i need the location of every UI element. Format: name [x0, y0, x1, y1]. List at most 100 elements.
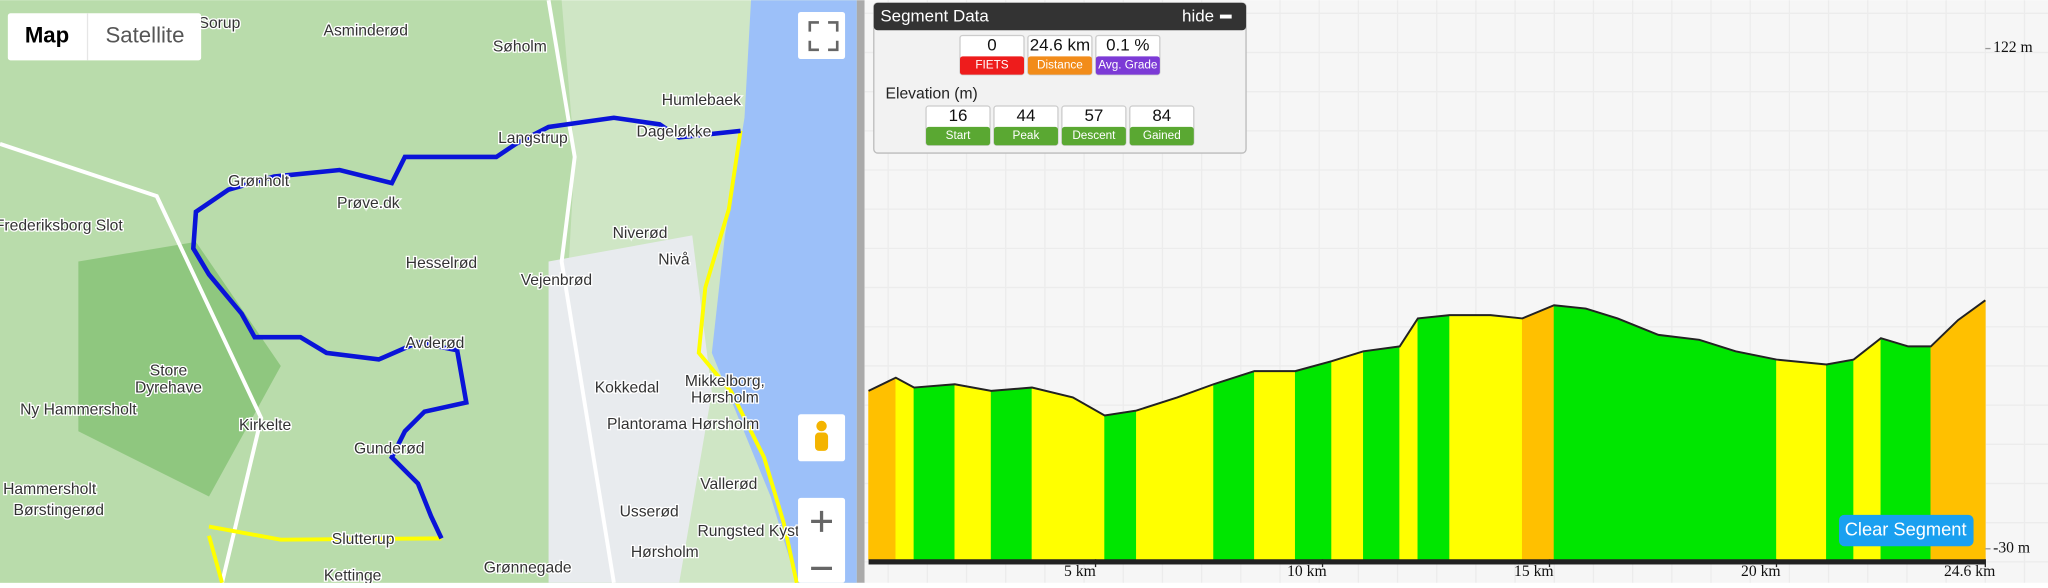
stat-tag	[993, 126, 1058, 146]
stat-tag	[1095, 56, 1160, 75]
stat-label: Avg. Grade	[1098, 59, 1158, 72]
y-tick-label: 122 m	[1993, 39, 2033, 56]
stat-label: FIETS	[975, 59, 1008, 72]
map-road	[0, 142, 264, 584]
panel-title: Segment Data	[880, 7, 989, 26]
x-tick-label: 15 km	[1514, 563, 1554, 580]
elevation-line	[868, 299, 1986, 417]
map-label: Ny Hammersholt	[20, 401, 137, 418]
grade-segment	[1617, 317, 1659, 560]
satellite-button[interactable]: Satellite	[106, 23, 185, 48]
map-label: Niverød	[613, 225, 668, 242]
panel-header	[873, 2, 1247, 31]
grade-segment	[1331, 350, 1364, 560]
stat-label: Start	[946, 129, 972, 142]
zoom-control	[798, 497, 846, 583]
map-label: Avderød	[405, 335, 464, 352]
grade-segment	[1294, 360, 1332, 560]
grade-segment	[1490, 314, 1523, 560]
grade-segment	[1735, 350, 1777, 560]
x-axis-bar	[868, 559, 1986, 565]
grade-segment	[1585, 308, 1618, 560]
route-yellow	[207, 535, 224, 584]
stat-label: Descent	[1072, 129, 1116, 142]
map-label: Langstrup	[498, 130, 568, 147]
map-label: Hammersholt	[3, 481, 97, 498]
map-label: Grønholt	[228, 173, 290, 190]
clear-segment-label[interactable]: Clear Segment	[1845, 518, 1967, 539]
x-tick-label: 10 km	[1287, 563, 1327, 580]
map-forest	[78, 241, 281, 497]
route-yellow	[208, 524, 442, 542]
map-label: Gunderød	[354, 441, 425, 458]
stat-value: 57	[1084, 106, 1103, 125]
map-label: Vallerød	[700, 476, 757, 493]
grade-segment	[1072, 396, 1105, 560]
grade-segment	[990, 387, 1033, 560]
map-label: Kettinge	[324, 567, 382, 583]
y-tick-label: -30 m	[1993, 539, 2030, 556]
grade-segment	[1553, 304, 1587, 560]
stat-value: 16	[949, 106, 968, 125]
grade-segment	[868, 377, 897, 560]
map-label: Plantorama Hørsholm	[607, 416, 759, 433]
map-label: Usserød	[620, 503, 679, 520]
map-label: Grønnegade	[484, 560, 572, 577]
stats: 0 FIETS 24.6 km Distance 0.1 % Avg. Grade 16 St…	[925, 34, 1195, 146]
grade-segment	[1417, 314, 1450, 560]
map-label: Nivå	[658, 250, 690, 268]
map-label: Kirkelte	[239, 417, 291, 434]
map-label: Rungsted Kyst	[697, 523, 799, 540]
map-label: Kokkedal	[595, 379, 659, 396]
hide-icon	[1219, 14, 1232, 19]
map-label: Frederiksborg Slot	[0, 217, 123, 234]
fullscreen-button[interactable]	[798, 11, 846, 60]
zoom-in[interactable]	[811, 510, 832, 532]
map-label: Store	[150, 362, 188, 379]
grade-segment	[913, 383, 956, 560]
stat-value: 0.1 %	[1106, 35, 1149, 54]
map-label: Humlebaek	[662, 92, 741, 109]
map-type-control	[7, 13, 202, 61]
map-label: Hørsholm	[631, 544, 699, 561]
map-label: Hørsholm	[691, 390, 759, 407]
stat-tag	[1129, 126, 1194, 146]
x-tick-label: 5 km	[1064, 563, 1096, 580]
map-label: Asminderød	[324, 23, 408, 40]
map-label: Mikkelborg,	[685, 373, 765, 390]
map-label: Sorup	[199, 15, 241, 32]
stat-label: Peak	[1013, 129, 1040, 142]
stat-tag	[960, 56, 1024, 75]
map-label: Dageløkke	[637, 123, 712, 140]
elevation-title: Elevation (m)	[886, 85, 978, 102]
grade-segment	[1399, 317, 1419, 560]
map-label: Prøve.dk	[337, 195, 400, 212]
map-urban	[548, 235, 712, 583]
x-tick-label: 20 km	[1741, 563, 1781, 580]
pane-divider[interactable]	[856, 0, 865, 583]
map-button[interactable]: Map	[25, 23, 69, 48]
hide-button[interactable]: hide	[1182, 7, 1214, 26]
map-label: Hesselrød	[406, 255, 477, 272]
grade-segment	[1031, 387, 1074, 560]
map-road	[546, 0, 616, 584]
stat-value: 84	[1152, 106, 1171, 125]
grade-segment	[1449, 314, 1491, 560]
pegman-icon	[816, 420, 827, 432]
stat-tag	[1027, 56, 1092, 75]
pegman-icon	[815, 432, 829, 451]
map-label: Vejenbrød	[521, 272, 592, 289]
map-label: Slutterup	[332, 531, 395, 548]
grade-segment	[895, 377, 915, 560]
map-label: Børstingerød	[14, 502, 104, 519]
grade-segment	[1104, 410, 1137, 560]
grade-segment	[1213, 370, 1255, 560]
grade-segment	[1658, 334, 1700, 560]
stat-value: 0	[987, 35, 996, 54]
clear-segment-button[interactable]	[1839, 514, 1974, 547]
grade-segment	[1776, 359, 1827, 560]
grade-segment	[1698, 339, 1736, 560]
map-label: Dyrehave	[135, 379, 202, 396]
